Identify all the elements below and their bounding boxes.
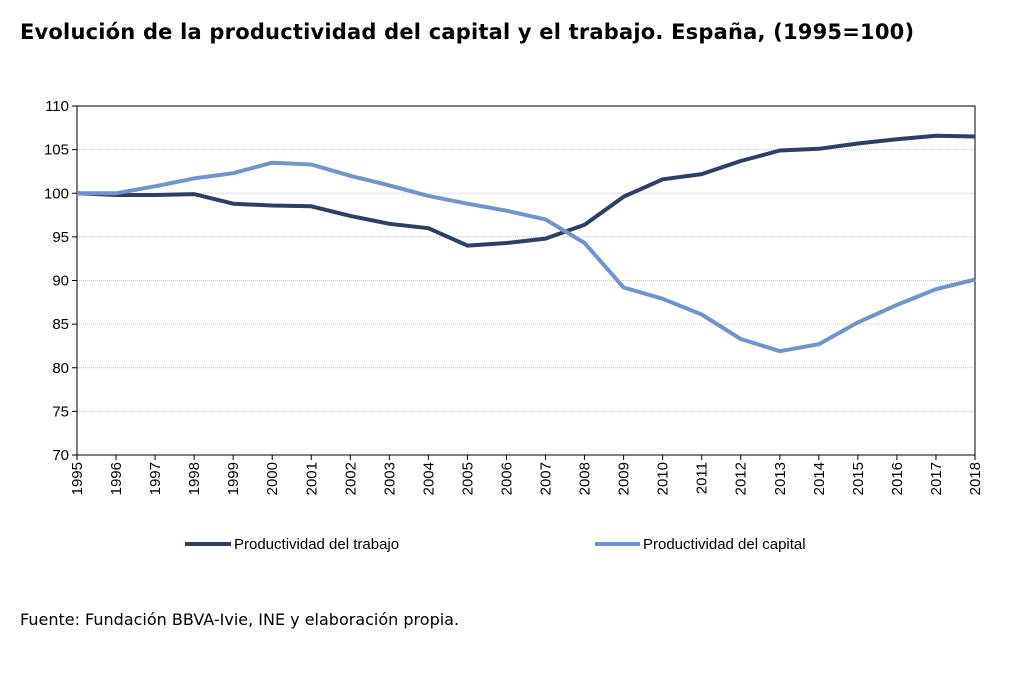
legend-label-1: Productividad del capital bbox=[643, 536, 806, 553]
x-tick-label: 2018 bbox=[967, 462, 984, 495]
x-tick-label: 1996 bbox=[108, 462, 125, 495]
x-tick-label: 2004 bbox=[420, 462, 437, 495]
x-tick-label: 2009 bbox=[616, 462, 633, 495]
gridlines bbox=[77, 105, 975, 412]
y-tick-label: 80 bbox=[52, 360, 69, 377]
x-tick-label: 2015 bbox=[850, 462, 867, 495]
y-tick-label: 110 bbox=[45, 98, 69, 115]
chart-title: Evolución de la productividad del capita… bbox=[20, 20, 915, 44]
y-tick-label: 75 bbox=[52, 403, 69, 420]
x-tick-label: 2007 bbox=[538, 462, 555, 495]
y-tick-label: 85 bbox=[52, 316, 69, 333]
x-tick-label: 1995 bbox=[69, 462, 86, 495]
x-tick-label: 1998 bbox=[186, 462, 203, 495]
x-tick-label: 2017 bbox=[928, 462, 945, 495]
y-tick-label: 105 bbox=[44, 142, 69, 159]
x-tick-label: 2010 bbox=[655, 462, 672, 495]
x-tick-label: 2016 bbox=[889, 462, 906, 495]
y-axis-tick-labels: 70 75 80 85 90 95 100 105 110 bbox=[44, 98, 69, 464]
legend-label-0: Productividad del trabajo bbox=[234, 536, 399, 553]
x-tick-label: 2001 bbox=[303, 462, 320, 495]
series-line-0 bbox=[76, 133, 976, 248]
series-lines bbox=[76, 133, 976, 354]
legend: Productividad del trabajo Productividad d… bbox=[185, 536, 806, 553]
x-axis-tick-labels: 1995 1996 1997 1998 1999 2000 2001 2002 2003 2004… bbox=[69, 462, 984, 495]
x-tick-label: 2005 bbox=[459, 462, 476, 495]
y-tick-label: 100 bbox=[44, 185, 69, 202]
x-tick-label: 2003 bbox=[381, 462, 398, 495]
y-tick-label: 70 bbox=[52, 447, 69, 464]
x-tick-label: 2002 bbox=[342, 462, 359, 495]
y-tick-label: 90 bbox=[52, 273, 69, 290]
x-tick-label: 2008 bbox=[577, 462, 594, 495]
x-tick-label: 2013 bbox=[772, 462, 789, 495]
x-tick-label: 1999 bbox=[225, 462, 242, 495]
x-tick-label: 2012 bbox=[733, 462, 750, 495]
y-tick-label: 95 bbox=[52, 229, 69, 246]
axes bbox=[72, 105, 976, 460]
x-tick-label: 2011 bbox=[694, 462, 711, 494]
x-tick-label: 2000 bbox=[264, 462, 281, 495]
source-note: Fuente: Fundación BBVA-Ivie, INE y elabo… bbox=[20, 610, 460, 629]
x-tick-label: 2006 bbox=[498, 462, 515, 495]
x-tick-label: 2014 bbox=[811, 462, 828, 495]
series-line-1 bbox=[77, 160, 976, 354]
x-tick-label: 1997 bbox=[147, 462, 164, 495]
